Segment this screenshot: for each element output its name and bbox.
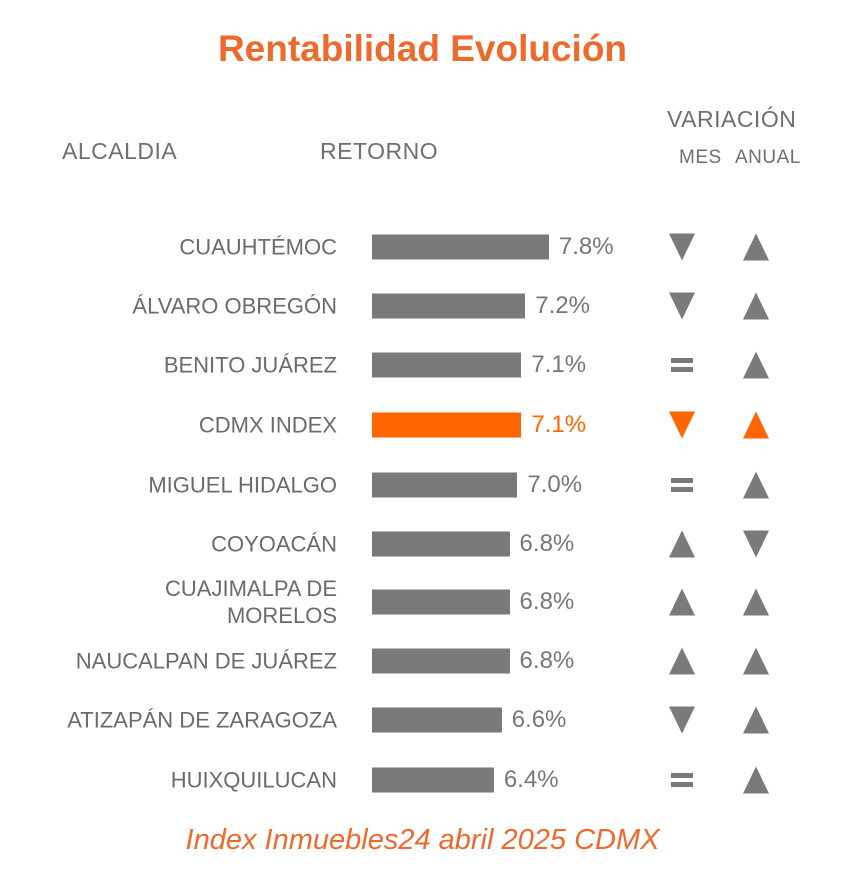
bar [372, 767, 494, 793]
triangle-down-icon [669, 233, 695, 261]
triangle-up-icon [743, 411, 769, 439]
row-label: CUAJIMALPA DE MORELOS [165, 576, 337, 628]
triangle-up-icon [669, 588, 695, 616]
triangle-up-icon [669, 647, 695, 675]
chart-row: ÁLVARO OBREGÓN 7.2% [0, 281, 845, 331]
chart-row: NAUCALPAN DE JUÁREZ 6.8% [0, 636, 845, 686]
row-label: BENITO JUÁREZ [163, 352, 337, 378]
header-alcaldia: ALCALDIA [62, 138, 178, 164]
bar [372, 707, 502, 733]
triangle-up-icon [669, 530, 695, 558]
value-label: 6.8% [519, 530, 575, 557]
chart-row: HUIXQUILUCAN 6.4% [0, 755, 845, 805]
value-label: 7.2% [535, 292, 590, 319]
value-label: 7.1% [531, 351, 587, 378]
chart-row: COYOACÁN 6.8% [0, 519, 845, 569]
row-label: ATIZAPÁN DE ZARAGOZA [67, 707, 337, 733]
bar [372, 648, 510, 674]
triangle-down-icon [669, 411, 695, 439]
value-label: 7.1% [531, 411, 587, 438]
value-label: 6.8% [519, 647, 575, 674]
bar [372, 234, 549, 260]
bar [372, 472, 518, 498]
triangle-up-icon [743, 292, 769, 320]
header-retorno: RETORNO [320, 138, 439, 164]
triangle-up-icon [743, 588, 769, 616]
chart-row: CUAUHTÉMOC 7.8% [0, 222, 845, 272]
triangle-up-icon [743, 471, 769, 499]
chart-footer: Index Inmuebles24 abril 2025 CDMX [185, 824, 660, 856]
triangle-up-icon [743, 233, 769, 261]
value-label: 6.6% [511, 706, 567, 733]
row-label: NAUCALPAN DE JUÁREZ [75, 648, 337, 674]
chart-row: ATIZAPÁN DE ZARAGOZA 6.6% [0, 695, 845, 745]
chart-row: MIGUEL HIDALGO 7.0% [0, 460, 845, 510]
row-label: COYOACÁN [211, 531, 337, 557]
triangle-down-icon [743, 530, 769, 558]
row-label: CDMX INDEX [198, 412, 337, 438]
chart-row: CDMX INDEX 7.1% [0, 400, 845, 450]
chart-row: BENITO JUÁREZ 7.1% [0, 340, 845, 390]
row-label: ÁLVARO OBREGÓN [132, 293, 337, 319]
bar [372, 293, 526, 319]
triangle-up-icon [743, 647, 769, 675]
triangle-down-icon [669, 706, 695, 734]
value-label: 6.8% [519, 588, 575, 615]
triangle-up-icon [743, 766, 769, 794]
bar [372, 589, 510, 615]
bar [372, 531, 510, 557]
value-label: 7.0% [527, 471, 583, 498]
chart-title: Rentabilidad Evolución [217, 28, 628, 69]
header-mes: MES [679, 147, 722, 168]
equal-icon [671, 773, 693, 787]
header-variacion: VARIACIÓN [667, 106, 797, 132]
row-label: HUIXQUILUCAN [170, 767, 337, 793]
row-label: CUAUHTÉMOC [179, 234, 337, 260]
value-label: 6.4% [503, 766, 559, 793]
equal-icon [671, 358, 693, 372]
value-label: 7.8% [558, 233, 614, 260]
equal-icon [671, 478, 693, 492]
triangle-up-icon [743, 706, 769, 734]
bar [372, 412, 522, 438]
chart-row: CUAJIMALPA DE MORELOS 6.8% [0, 576, 845, 628]
row-label: MIGUEL HIDALGO [148, 472, 337, 498]
triangle-down-icon [669, 292, 695, 320]
triangle-up-icon [743, 351, 769, 379]
bar [372, 352, 522, 378]
header-anual: ANUAL [735, 147, 801, 168]
